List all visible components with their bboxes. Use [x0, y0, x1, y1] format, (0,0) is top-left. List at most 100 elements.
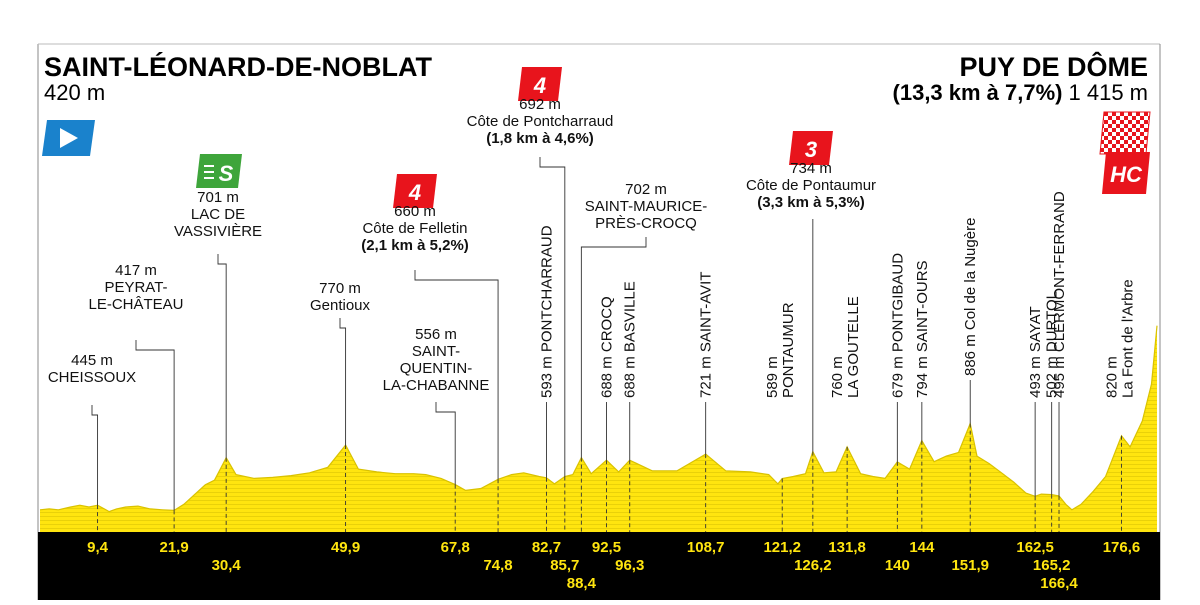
waypoint-label-line: LA-CHABANNE: [383, 377, 490, 394]
waypoint-vertical-label: 589 m: [764, 356, 781, 398]
waypoint-vertical-label: 760 m: [829, 356, 846, 398]
waypoint-leader: [339, 318, 347, 446]
km-label-13: 121,2: [763, 539, 801, 556]
km-label-18: 151,9: [951, 557, 989, 574]
waypoint-vertical-label: 679 m PONTGIBAUD: [889, 253, 906, 398]
waypoint-vertical-label: 794 m SAINT-OURS: [914, 260, 931, 398]
waypoint-label-line: Côte de Pontcharraud: [467, 113, 614, 130]
km-label-10: 92,5: [592, 539, 621, 556]
waypoint-label-line: 734 m: [790, 160, 832, 177]
km-label-1: 9,4: [87, 539, 109, 556]
waypoint-vertical-label: La Font de l'Arbre: [1119, 279, 1136, 398]
finish-info: (13,3 km à 7,7%) 1 415 m: [893, 80, 1148, 105]
finish-altitude: 1 415 m: [1069, 80, 1149, 105]
profile-area-layer: [39, 325, 1158, 532]
waypoint-label-line: 417 m: [115, 262, 157, 279]
km-label-4: 49,9: [331, 539, 360, 556]
checkered-flag-icon: [1099, 111, 1151, 155]
waypoint-label-line: Côte de Felletin: [362, 220, 467, 237]
km-label-14: 126,2: [794, 557, 832, 574]
waypoint-label-line: VASSIVIÈRE: [174, 223, 262, 240]
km-label-16: 140: [885, 557, 910, 574]
km-label-20: 165,2: [1033, 557, 1071, 574]
km-label-17: 144: [909, 539, 935, 556]
km-bar: [38, 532, 1160, 600]
waypoint-leader: [580, 237, 647, 458]
km-label-12: 108,7: [687, 539, 725, 556]
waypoint-vertical-label: 688 m BASVILLE: [622, 281, 639, 398]
km-label-6: 74,8: [483, 557, 512, 574]
waypoint-climb-detail: (3,3 km à 5,3%): [757, 194, 865, 211]
finish-hc-badge: HC: [1102, 152, 1150, 194]
waypoint-leader: [414, 270, 499, 480]
waypoint-label-line: 702 m: [625, 181, 667, 198]
waypoint-label-line: 660 m: [394, 203, 436, 220]
waypoint-vertical-label: 721 m SAINT-AVIT: [698, 272, 715, 398]
km-label-9: 88,4: [567, 575, 597, 592]
waypoint-leader: [91, 405, 99, 506]
waypoint-leader: [135, 340, 175, 511]
km-label-22: 176,6: [1103, 539, 1141, 556]
climb-category-label: 4: [533, 73, 546, 98]
waypoint-10: 688 m CROCQ: [598, 296, 615, 532]
waypoint-vertical-label: 820 m: [1103, 356, 1120, 398]
waypoint-label-line: LAC DE: [191, 206, 245, 223]
waypoint-climb-detail: (2,1 km à 5,2%): [361, 237, 469, 254]
km-label-19: 162,5: [1016, 539, 1054, 556]
climb-category-label: 4: [408, 180, 421, 205]
climb-category-badge: [393, 174, 437, 208]
waypoint-label-line: Gentioux: [310, 297, 371, 314]
waypoint-vertical-label: PONTAUMUR: [780, 302, 797, 398]
waypoint-label-line: LE-CHÂTEAU: [88, 296, 183, 313]
sprint-icon: [196, 154, 242, 188]
waypoint-label-line: 445 m: [71, 352, 113, 369]
start-altitude: 420 m: [44, 80, 105, 105]
waypoint-vertical-label: 495 m CLERMONT-FERRAND: [1051, 191, 1068, 398]
waypoint-vertical-label: 688 m CROCQ: [598, 296, 615, 398]
waypoint-vertical-label: 493 m SAYAT: [1027, 306, 1044, 398]
climb-category-badge: [518, 67, 562, 101]
waypoint-11: 688 m BASVILLE: [622, 281, 639, 532]
km-label-8: 85,7: [550, 557, 579, 574]
waypoint-vertical-label: LA GOUTELLE: [845, 296, 862, 398]
waypoint-12: 721 m SAINT-AVIT: [698, 272, 715, 532]
waypoint-vertical-label: 886 m Col de la Nugère: [962, 218, 979, 376]
start-name: SAINT-LÉONARD-DE-NOBLAT: [44, 51, 432, 82]
waypoint-leader: [217, 254, 227, 458]
profile-line: [39, 325, 1158, 513]
climb-category-badge: [789, 131, 833, 165]
waypoint-label-line: SAINT-MAURICE-: [585, 198, 708, 215]
waypoint-7: 593 m PONTCHARRAUD: [538, 225, 555, 532]
sprint-icon-label: S: [219, 161, 234, 186]
waypoint-17: 794 m SAINT-OURS: [914, 260, 931, 532]
waypoint-label-line: CHEISSOUX: [48, 369, 136, 386]
waypoint-label-line: PRÈS-CROCQ: [595, 215, 697, 232]
profile-hatching: [40, 325, 1157, 532]
waypoint-20: 502 m DURTOL: [1044, 291, 1061, 532]
waypoint-label-line: PEYRAT-: [104, 279, 167, 296]
km-label-2: 21,9: [160, 539, 189, 556]
waypoint-13: 589 m PONTAUMUR: [764, 302, 797, 532]
climb-category-label: 3: [805, 137, 817, 162]
waypoint-15: 760 m LA GOUTELLE: [829, 296, 862, 532]
finish-category: HC: [1110, 162, 1143, 187]
waypoint-label-line: 701 m: [197, 189, 239, 206]
start-flag-icon: [42, 120, 95, 156]
waypoint-leader: [539, 157, 566, 477]
waypoint-label-line: SAINT-: [412, 343, 460, 360]
km-label-11: 96,3: [615, 557, 644, 574]
waypoint-16: 679 m PONTGIBAUD: [889, 253, 906, 532]
waypoint-22: 820 m La Font de l'Arbre: [1103, 279, 1136, 532]
waypoint-vertical-label: 593 m PONTCHARRAUD: [538, 225, 555, 398]
km-label-7: 82,7: [532, 539, 561, 556]
waypoint-vertical-label: 502 m DURTOL: [1044, 291, 1061, 398]
